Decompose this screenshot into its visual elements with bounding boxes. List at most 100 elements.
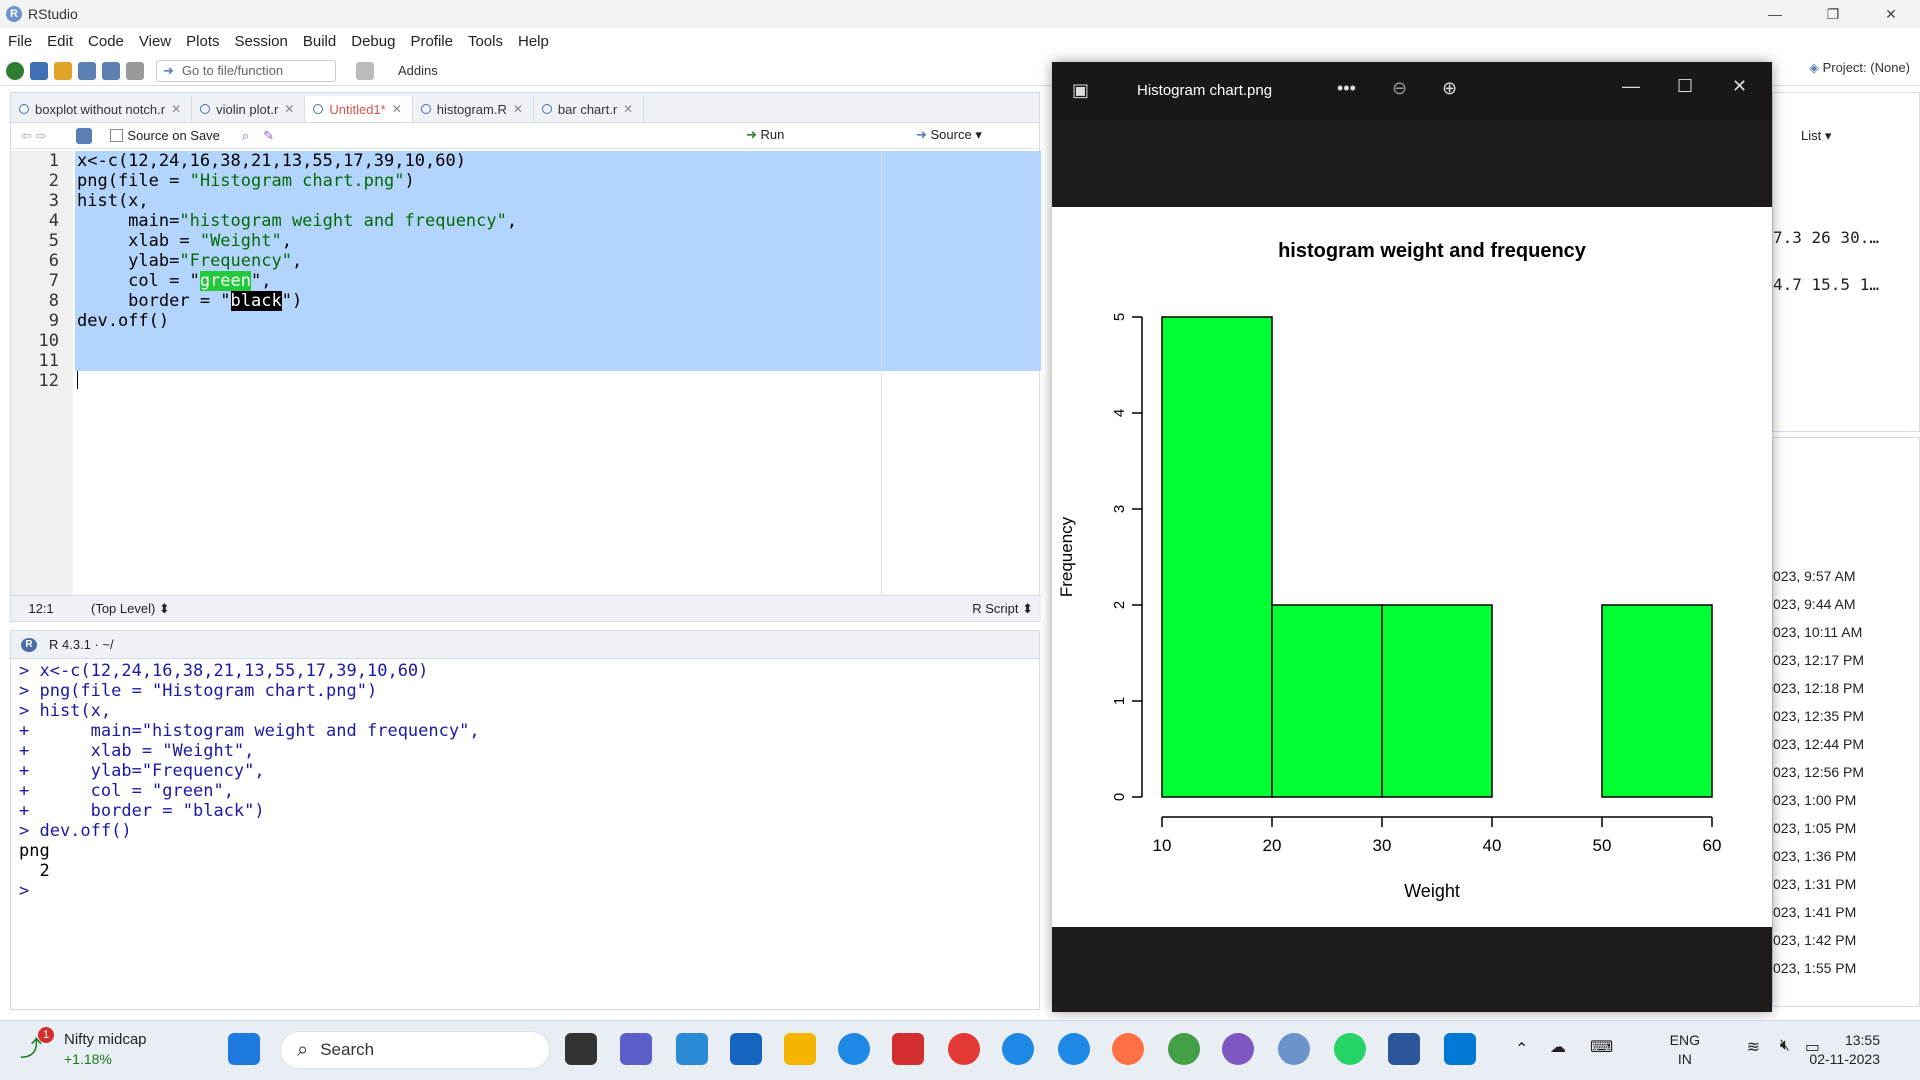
editor-save-icon[interactable] <box>76 127 93 144</box>
tab-violin[interactable]: violin plot.r ✕ <box>192 96 306 122</box>
menu-file[interactable]: File <box>8 32 33 50</box>
line-number: 2 <box>48 171 59 191</box>
zoom-in-icon[interactable]: ⊕ <box>1442 78 1458 98</box>
env-value: 4.7 15.5 1… <box>1773 275 1879 294</box>
tab-untitled1[interactable]: Untitled1* ✕ <box>305 96 413 122</box>
cloud-icon[interactable]: ☁ <box>1550 1039 1566 1056</box>
restore-button[interactable]: ❐ <box>1826 6 1840 22</box>
search-icon[interactable]: ⌕ <box>241 127 250 143</box>
opera-icon[interactable] <box>948 1033 980 1065</box>
app-icon[interactable] <box>676 1033 708 1065</box>
menu-session[interactable]: Session <box>234 32 288 50</box>
close-tab-icon[interactable]: ✕ <box>512 102 523 116</box>
menu-build[interactable]: Build <box>302 32 337 50</box>
x-axis-label: Weight <box>1404 881 1460 901</box>
tab-histogram[interactable]: histogram.R ✕ <box>413 96 534 122</box>
volume-muted-icon[interactable]: 🔇︎ <box>1779 1037 1790 1054</box>
open-file-icon[interactable] <box>54 61 72 80</box>
source-button[interactable]: ➜ Source ▾ <box>916 127 982 142</box>
console-prompt[interactable]: > <box>19 881 40 901</box>
save-icon[interactable] <box>78 61 96 80</box>
menu-view[interactable]: View <box>138 32 172 50</box>
more-options-icon[interactable]: ••• <box>1337 78 1356 98</box>
code-line: dev.off() <box>77 311 170 331</box>
r-file-icon <box>541 104 552 114</box>
chrome-icon[interactable] <box>1168 1033 1200 1065</box>
viewer-minimize-icon[interactable]: — <box>1622 76 1640 96</box>
teams-icon[interactable] <box>620 1033 652 1065</box>
mcafee-icon[interactable] <box>892 1033 924 1065</box>
console-line: > hist(x, <box>19 701 112 721</box>
taskbar-clock[interactable]: 13:55 02-11-2023 <box>1809 1032 1880 1067</box>
line-number: 3 <box>48 191 59 211</box>
console-line: + col = "green", <box>19 781 234 801</box>
photos-icon[interactable] <box>1444 1033 1476 1065</box>
new-project-icon[interactable] <box>30 61 48 80</box>
addins-button[interactable]: Addins <box>398 63 438 78</box>
app-icon-2[interactable] <box>1222 1033 1254 1065</box>
market-widget[interactable]: ⤴ 1 Nifty midcap +1.18% <box>20 1027 147 1067</box>
menu-debug[interactable]: Debug <box>351 32 396 50</box>
run-button[interactable]: ➜ Run <box>746 127 785 142</box>
image-icon: ▣ <box>1072 80 1090 100</box>
task-view-icon[interactable] <box>565 1033 597 1065</box>
taskbar-search[interactable]: ⌕ Search <box>280 1031 550 1069</box>
edge-icon[interactable] <box>838 1033 870 1065</box>
env-value: 7.3 26 30.… <box>1773 228 1879 247</box>
store-icon[interactable] <box>730 1033 762 1065</box>
scope-selector[interactable]: (Top Level) ⬍ <box>91 600 170 616</box>
code-editor[interactable]: 1 x<-c(12,24,16,38,21,13,55,17,39,10,60) … <box>11 151 1041 596</box>
save-all-icon[interactable] <box>102 61 120 80</box>
windows-start-icon[interactable] <box>228 1033 260 1065</box>
close-tab-icon[interactable]: ✕ <box>391 102 402 116</box>
code-line: png(file = "Histogram chart.png") <box>77 171 415 191</box>
tab-boxplot[interactable]: boxplot without notch.r ✕ <box>11 96 193 122</box>
new-file-icon[interactable] <box>6 61 24 80</box>
menu-tools[interactable]: Tools <box>467 32 503 50</box>
console-line: > png(file = "Histogram chart.png") <box>19 681 378 701</box>
help-icon[interactable] <box>1002 1033 1034 1065</box>
close-tab-icon[interactable]: ✕ <box>284 102 295 116</box>
minimize-button[interactable]: — <box>1768 6 1782 22</box>
whatsapp-icon[interactable] <box>1334 1033 1366 1065</box>
console-output[interactable]: > x<-c(12,24,16,38,21,13,55,17,39,10,60)… <box>19 661 480 901</box>
viewer-close-icon[interactable]: ✕ <box>1732 76 1748 96</box>
color-preview-green: green <box>199 271 252 291</box>
file-type-selector[interactable]: R Script ⬍ <box>972 600 1033 616</box>
viewer-maximize-icon[interactable]: ☐ <box>1677 76 1694 96</box>
word-icon[interactable] <box>1388 1033 1420 1065</box>
line-number: 10 <box>38 331 59 351</box>
firefox-icon[interactable] <box>1112 1033 1144 1065</box>
menu-profile[interactable]: Profile <box>410 32 453 50</box>
menu-code[interactable]: Code <box>88 32 124 50</box>
menu-edit[interactable]: Edit <box>47 32 74 50</box>
r-app-icon[interactable] <box>1278 1033 1310 1065</box>
keyboard-icon[interactable]: ⌨ <box>1590 1039 1614 1056</box>
back-forward-icon[interactable]: ⇦ ⇨ <box>21 127 47 143</box>
language-indicator[interactable]: ENG IN <box>1669 1032 1700 1067</box>
file-explorer-icon[interactable] <box>784 1033 816 1065</box>
close-tab-icon[interactable]: ✕ <box>623 102 634 116</box>
zoom-out-icon[interactable]: ⊖ <box>1392 78 1408 98</box>
chevron-up-icon[interactable]: ⌃ <box>1515 1041 1529 1058</box>
menu-plots[interactable]: Plots <box>186 32 220 50</box>
view-mode-selector[interactable]: List ▾ <box>1801 128 1832 143</box>
battery-icon[interactable]: ▭ <box>1804 1039 1820 1056</box>
console-line: png <box>19 841 50 861</box>
file-modified-time: 023, 12:17 PM <box>1773 652 1865 668</box>
y-axis-label: Frequency <box>1057 516 1076 597</box>
print-icon[interactable] <box>126 61 144 80</box>
menu-help[interactable]: Help <box>518 32 549 50</box>
magic-wand-icon[interactable]: ✎ <box>263 127 275 143</box>
goto-file-input[interactable]: ➜ Go to file/function <box>156 59 336 82</box>
close-button[interactable]: ✕ <box>1885 6 1897 22</box>
tab-bar-chart[interactable]: bar chart.r ✕ <box>534 96 645 122</box>
wifi-icon[interactable]: ≋ <box>1746 1039 1760 1056</box>
close-tab-icon[interactable]: ✕ <box>171 102 182 116</box>
grid-layout-icon[interactable] <box>356 61 374 80</box>
skype-icon[interactable] <box>1058 1033 1090 1065</box>
y-tick-label: 3 <box>1111 505 1128 513</box>
source-on-save-checkbox[interactable] <box>110 129 124 142</box>
file-modified-time: 023, 1:00 PM <box>1773 792 1857 808</box>
project-menu[interactable]: ◈ Project: (None) <box>1808 60 1910 75</box>
